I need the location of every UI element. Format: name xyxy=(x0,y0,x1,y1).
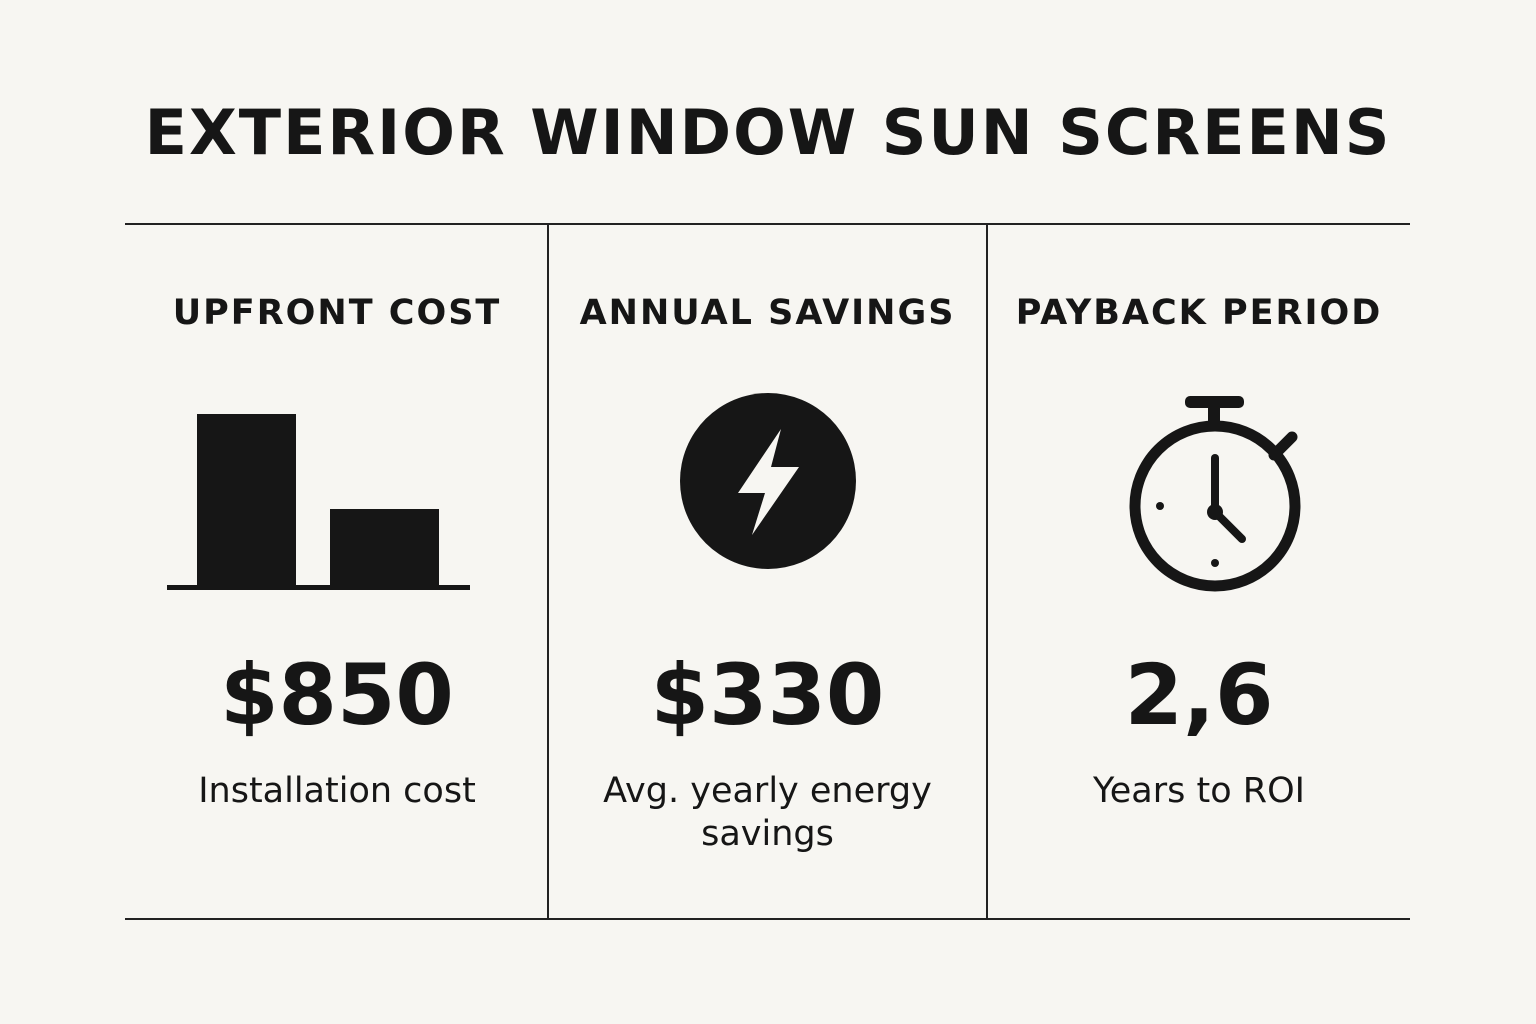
savings-description: Avg. yearly energy savings xyxy=(603,771,932,854)
cost-description: Installation cost xyxy=(198,771,476,811)
annual-savings-panel: ANNUAL SAVINGS $330 Avg. yearly energy s… xyxy=(549,225,986,918)
payback-period-panel: PAYBACK PERIOD 2,6 Years to ROI xyxy=(988,225,1410,918)
panel-heading: ANNUAL SAVINGS xyxy=(579,293,956,333)
bar-chart-icon xyxy=(127,385,547,605)
column-divider xyxy=(547,225,549,918)
payback-value: 2,6 xyxy=(1124,646,1274,744)
top-rule xyxy=(125,223,1410,225)
stopwatch-icon xyxy=(988,385,1410,605)
lightning-bolt-icon xyxy=(549,385,986,605)
panel-heading: PAYBACK PERIOD xyxy=(1015,293,1383,333)
upfront-cost-panel: UPFRONT COST $850 Installation cost xyxy=(127,225,547,918)
panel-heading: UPFRONT COST xyxy=(172,293,502,333)
page-title: EXTERIOR WINDOW SUN SCREENS xyxy=(144,96,1392,169)
bottom-rule xyxy=(125,918,1410,920)
savings-value: $330 xyxy=(650,646,885,744)
column-divider xyxy=(986,225,988,918)
payback-description: Years to ROI xyxy=(1093,771,1305,811)
cost-value: $850 xyxy=(220,646,454,744)
